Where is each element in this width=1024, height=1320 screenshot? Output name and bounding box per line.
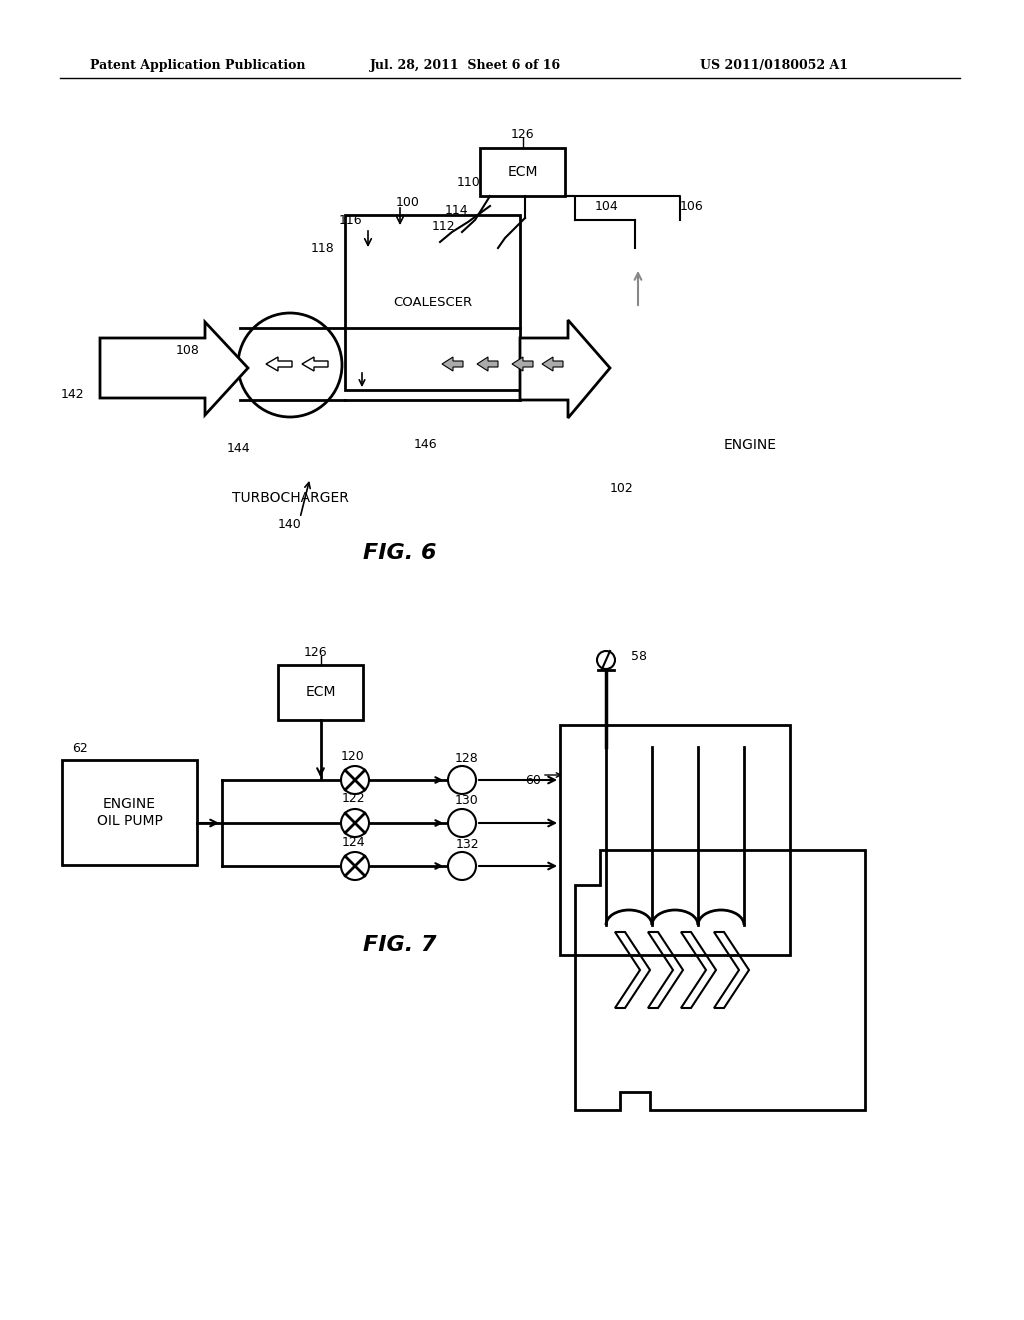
Text: FIG. 6: FIG. 6 [364,543,437,564]
Bar [62,760,197,865]
Text: 62: 62 [72,742,88,755]
Text: ECM: ECM [507,165,538,180]
Text: 144: 144 [226,441,250,454]
Text: COALESCER: COALESCER [393,296,472,309]
Text: 142: 142 [60,388,84,401]
Text: 130: 130 [455,795,479,808]
Text: ECM: ECM [305,685,336,700]
Text: 116: 116 [338,214,361,227]
Text: 60: 60 [525,774,541,787]
Text: 140: 140 [279,519,302,532]
Polygon shape [100,322,248,414]
Text: 122: 122 [341,792,365,805]
Text: 106: 106 [680,201,703,214]
Text: 120: 120 [341,750,365,763]
Text: Patent Application Publication: Patent Application Publication [90,58,305,71]
Text: 124: 124 [341,836,365,849]
Text: 126: 126 [304,645,328,659]
Text: US 2011/0180052 A1: US 2011/0180052 A1 [700,58,848,71]
Bar [560,725,790,954]
Text: 58: 58 [631,651,647,664]
Polygon shape [302,356,328,371]
Polygon shape [477,356,498,371]
Bar [278,665,362,719]
Text: 100: 100 [396,195,420,209]
Polygon shape [442,356,463,371]
Text: TURBOCHARGER: TURBOCHARGER [231,491,348,506]
Text: 114: 114 [444,203,468,216]
Polygon shape [512,356,534,371]
Text: 118: 118 [311,242,335,255]
Bar [345,215,520,389]
Text: 112: 112 [431,219,455,232]
Text: ENGINE: ENGINE [724,438,776,451]
Text: 146: 146 [414,438,437,451]
Text: 126: 126 [511,128,535,140]
Text: FIG. 7: FIG. 7 [364,935,437,954]
Text: 108: 108 [176,343,200,356]
Text: 128: 128 [455,751,479,764]
Polygon shape [542,356,563,371]
Polygon shape [520,319,610,418]
Text: 132: 132 [456,837,479,850]
Text: 110: 110 [457,177,480,190]
Text: 104: 104 [595,201,618,214]
Text: 102: 102 [610,482,634,495]
Text: Jul. 28, 2011  Sheet 6 of 16: Jul. 28, 2011 Sheet 6 of 16 [370,58,561,71]
Bar [480,148,565,195]
Text: ENGINE
OIL PUMP: ENGINE OIL PUMP [96,797,163,828]
Polygon shape [266,356,292,371]
